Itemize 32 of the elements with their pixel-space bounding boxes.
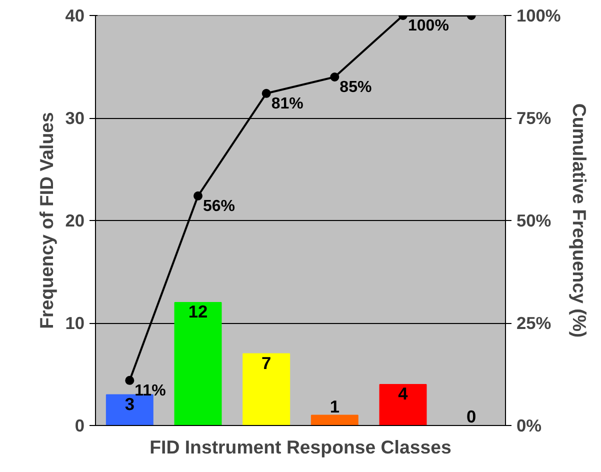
- y2-tick-label: 0%: [516, 416, 542, 436]
- y2-tick-label: 75%: [516, 108, 552, 128]
- data-label: 1: [330, 396, 340, 416]
- bar: [379, 384, 427, 426]
- y-tick-label: 10: [65, 313, 85, 333]
- y-tick-label: 0: [74, 416, 85, 436]
- data-label: 81%: [271, 95, 304, 112]
- y2-axis-title: Cumulative Frequency (%): [568, 103, 590, 338]
- data-label: 100%: [408, 18, 449, 34]
- y-tick-label: 40: [65, 6, 85, 26]
- x-axis-title: FID Instrument Response Classes: [150, 436, 452, 458]
- data-label: 85%: [340, 79, 372, 96]
- data-label: 4: [398, 384, 408, 404]
- point: [330, 72, 340, 82]
- data-label: 56%: [203, 198, 236, 215]
- y-tick-label: 30: [65, 108, 85, 128]
- data-label: 12: [188, 302, 208, 322]
- y-tick-label: 20: [65, 210, 85, 230]
- data-label: 0: [466, 406, 476, 426]
- y2-tick-label: 25%: [516, 313, 552, 333]
- bar: [174, 302, 222, 426]
- y2-tick-label: 100%: [516, 6, 561, 26]
- data-label: 3: [124, 394, 135, 414]
- y2-tick-label: 50%: [516, 210, 552, 230]
- y-axis-title: Frequency of FID Values: [36, 112, 58, 329]
- bar: [242, 353, 290, 426]
- point: [125, 376, 134, 385]
- bar: [310, 414, 358, 426]
- point: [194, 191, 202, 200]
- bar: [106, 394, 154, 426]
- data-label: 7: [262, 352, 272, 373]
- point: [262, 88, 271, 98]
